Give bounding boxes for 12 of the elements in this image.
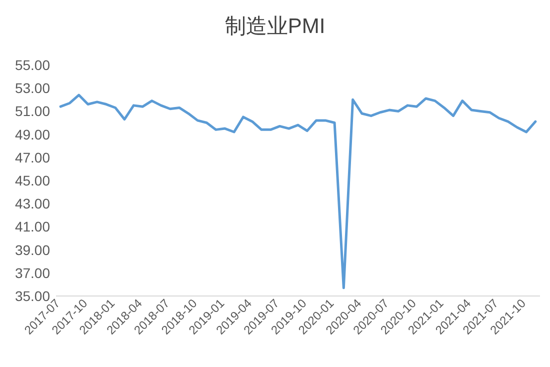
y-tick-label: 41.00: [14, 218, 50, 235]
y-tick-label: 53.00: [14, 80, 50, 96]
y-tick-label: 39.00: [14, 242, 50, 258]
y-tick-label: 51.00: [14, 103, 50, 120]
y-tick-label: 47.00: [14, 149, 50, 166]
chart-title: 制造业PMI: [224, 15, 326, 38]
y-tick-label: 43.00: [14, 196, 50, 212]
y-tick-label: 37.00: [14, 264, 50, 281]
y-tick-label: 49.00: [14, 126, 50, 142]
line-series: [59, 94, 537, 290]
y-tick-label: 55.00: [14, 57, 50, 73]
y-tick-label: 45.00: [14, 172, 50, 188]
